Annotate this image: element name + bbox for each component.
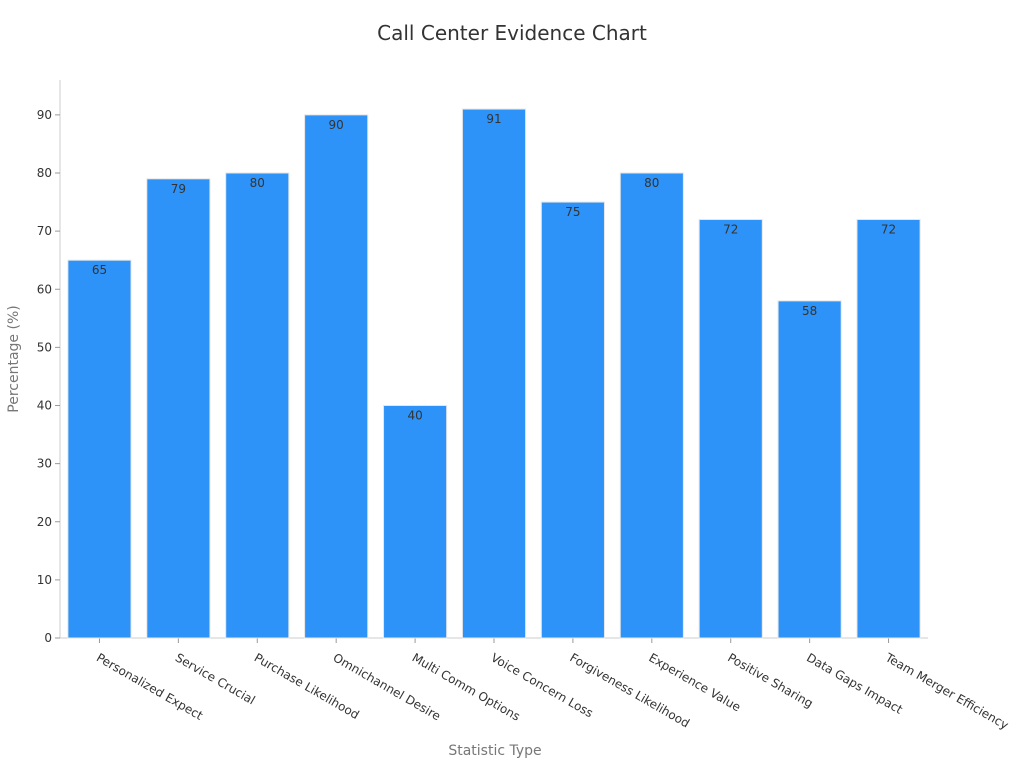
bar (225, 172, 290, 639)
y-axis: 0 10 20 30 40 50 60 70 80 90 (37, 80, 61, 645)
x-axis-label: Statistic Type (448, 743, 541, 759)
data-labels-group: 65 79 80 90 40 91 75 80 72 58 72 (92, 112, 896, 422)
y-tick-label: 20 (37, 515, 52, 529)
y-tick-label: 60 (37, 282, 52, 296)
bars-group (67, 108, 921, 639)
x-tick-label: Team Merger Efficiency (882, 650, 1011, 732)
y-tick-label: 80 (37, 166, 52, 180)
bar (540, 201, 605, 639)
y-tick-label: 40 (37, 399, 52, 413)
bar (67, 259, 132, 639)
data-label: 80 (644, 176, 659, 190)
data-label: 40 (407, 409, 422, 423)
bar (698, 219, 763, 639)
bar (383, 405, 448, 639)
data-label: 65 (92, 263, 107, 277)
data-label: 80 (250, 176, 265, 190)
data-label: 91 (486, 112, 501, 126)
bar (304, 114, 369, 639)
y-tick-label: 90 (37, 108, 52, 122)
bar (856, 219, 921, 639)
data-label: 72 (881, 223, 896, 237)
y-tick-label: 0 (44, 631, 52, 645)
data-label: 90 (329, 118, 344, 132)
y-tick-label: 30 (37, 457, 52, 471)
data-label: 72 (723, 223, 738, 237)
y-axis-label: Percentage (%) (6, 305, 22, 412)
bar (777, 300, 842, 639)
bar (146, 178, 211, 639)
chart-title: Call Center Evidence Chart (377, 21, 647, 45)
y-tick-label: 50 (37, 340, 52, 354)
y-tick-label: 10 (37, 573, 52, 587)
bar (461, 108, 527, 639)
y-tick-label: 70 (37, 224, 52, 238)
data-label: 75 (565, 205, 580, 219)
data-label: 79 (171, 182, 186, 196)
data-label: 58 (802, 304, 817, 318)
bar (619, 172, 684, 639)
